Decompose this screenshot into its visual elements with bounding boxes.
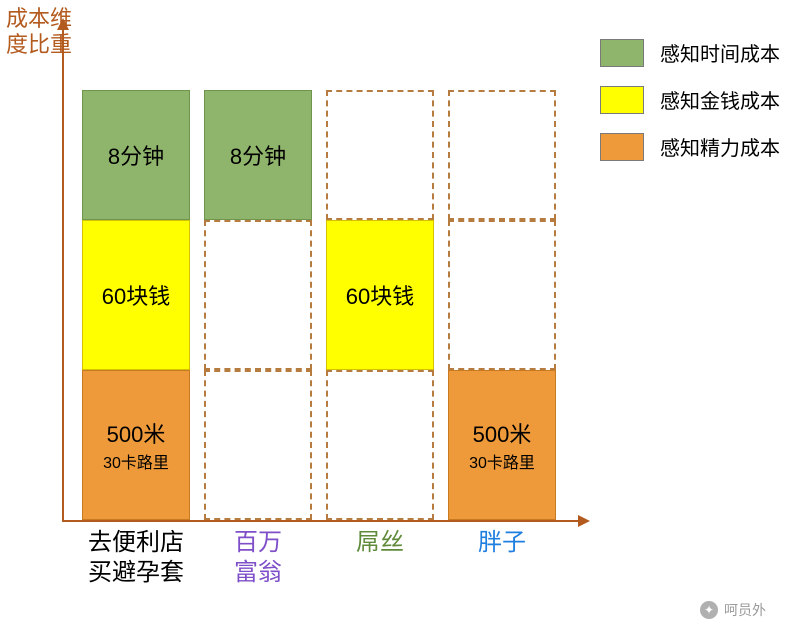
legend-swatch [600, 86, 644, 114]
legend-item: 感知时间成本 [600, 38, 780, 67]
segment-sublabel: 30卡路里 [103, 449, 169, 473]
legend: 感知时间成本感知金钱成本感知精力成本 [600, 38, 780, 179]
segment-money: 60块钱 [82, 220, 190, 370]
segment-money [448, 220, 556, 370]
segment-time: 8分钟 [204, 90, 312, 220]
x-label-diaosi: 屌丝 [316, 528, 444, 558]
legend-label: 感知精力成本 [660, 132, 780, 161]
segment-time [326, 90, 434, 220]
segment-label: 8分钟 [108, 139, 164, 171]
segment-label: 500米 [107, 417, 166, 449]
segment-time [448, 90, 556, 220]
legend-swatch [600, 39, 644, 67]
x-label-millionaire: 百万 富翁 [194, 528, 322, 588]
watermark-text: 呵员外 [724, 600, 766, 620]
legend-label: 感知金钱成本 [660, 85, 780, 114]
segment-label: 60块钱 [346, 279, 414, 311]
x-label-fatty: 胖子 [438, 528, 566, 558]
watermark: ✦ 呵员外 [700, 600, 766, 620]
segment-time: 8分钟 [82, 90, 190, 220]
segment-sublabel: 30卡路里 [469, 449, 535, 473]
segment-energy: 500米30卡路里 [448, 370, 556, 520]
legend-item: 感知金钱成本 [600, 85, 780, 114]
segment-money: 60块钱 [326, 220, 434, 370]
bar-column-fatty: 500米30卡路里 [448, 90, 556, 520]
legend-swatch [600, 133, 644, 161]
x-axis-labels: 去便利店 买避孕套百万 富翁屌丝胖子 [0, 528, 811, 608]
segment-label: 60块钱 [102, 279, 170, 311]
x-axis-line [62, 520, 580, 522]
segment-energy [204, 370, 312, 520]
watermark-icon: ✦ [700, 601, 718, 619]
segment-energy: 500米30卡路里 [82, 370, 190, 520]
bar-column-diaosi: 60块钱 [326, 90, 434, 520]
segment-label: 500米 [473, 417, 532, 449]
bar-column-millionaire: 8分钟 [204, 90, 312, 520]
bar-column-full: 500米30卡路里 60块钱 8分钟 [82, 90, 190, 520]
cost-stacked-bar-chart: 成本维 度比重 500米30卡路里60块钱8分钟8分钟60块钱500米30卡路里… [0, 0, 811, 635]
segment-money [204, 220, 312, 370]
legend-item: 感知精力成本 [600, 132, 780, 161]
segment-label: 8分钟 [230, 139, 286, 171]
x-label-full: 去便利店 买避孕套 [72, 528, 200, 588]
segment-energy [326, 370, 434, 520]
legend-label: 感知时间成本 [660, 38, 780, 67]
